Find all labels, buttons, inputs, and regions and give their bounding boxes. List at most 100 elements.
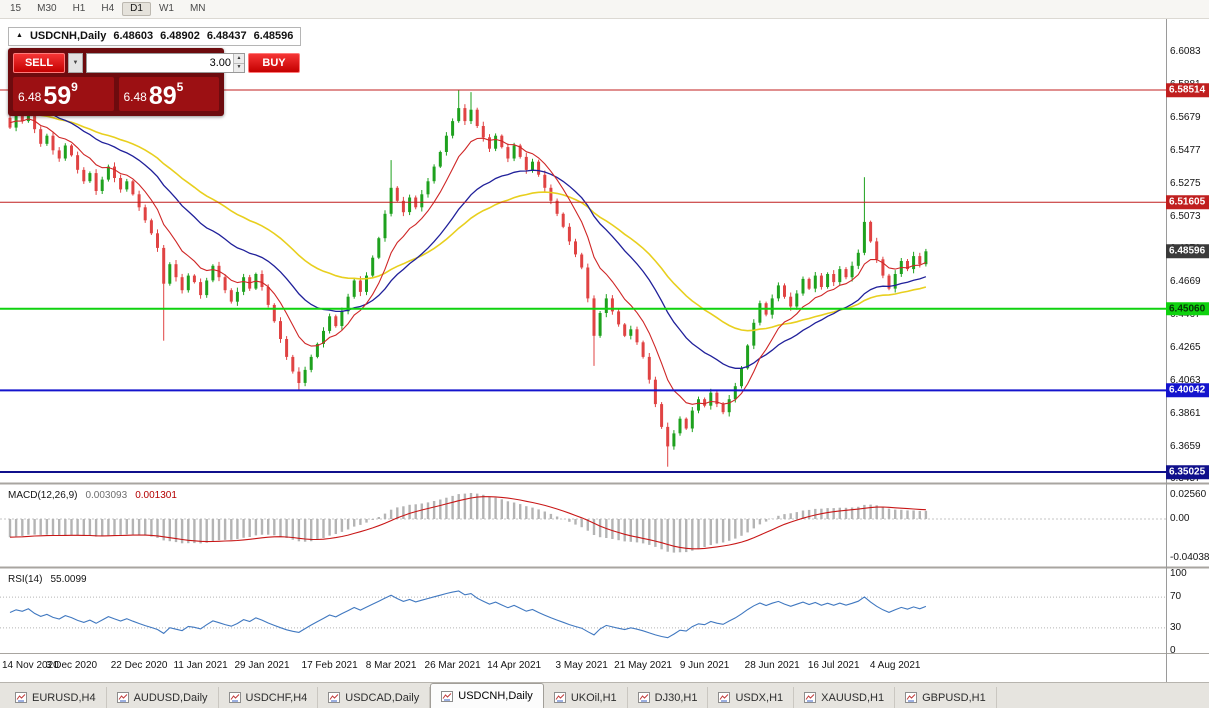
rsi-tick: 0	[1170, 645, 1176, 656]
timeframe-D1[interactable]: D1	[122, 2, 151, 16]
macd-header: MACD(12,26,9) 0.003093 0.001301	[8, 490, 177, 501]
sell-price-prefix: 6.48	[18, 90, 42, 104]
chart-icon	[441, 690, 454, 702]
date-tick: 8 Mar 2021	[365, 660, 417, 671]
price-badge-6.35025: 6.35025	[1166, 465, 1209, 479]
chart-canvas[interactable]	[0, 19, 1209, 682]
tab-label: UKOil,H1	[570, 691, 617, 704]
price-badge-6.40042: 6.40042	[1166, 383, 1209, 398]
sell-price-main: 59	[43, 81, 72, 110]
rsi-name: RSI(14)	[8, 574, 43, 585]
buy-price-prefix: 6.48	[123, 90, 147, 104]
order-options-dropdown[interactable]: ▼	[68, 53, 83, 73]
close-value: 6.48596	[253, 30, 294, 42]
chart-tabs-bar: EURUSD,H4 AUDUSD,Daily USDCHF,H4 USDCAD,Dai…	[0, 682, 1209, 708]
tab-usdcad-daily[interactable]: USDCAD,Daily	[318, 687, 431, 708]
rsi-line	[9, 590, 927, 639]
tab-usdx-h1[interactable]: USDX,H1	[708, 687, 795, 708]
tab-dj30-h1[interactable]: DJ30,H1	[628, 687, 709, 708]
tab-label: XAUUSD,H1	[821, 691, 885, 704]
tab-label: USDCAD,Daily	[345, 691, 420, 704]
price-tick: 6.4063	[1170, 374, 1201, 386]
timeframe-toolbar: 15 M30 H1 H4 D1 W1 MN	[0, 0, 1209, 19]
volume-field: ▲▼	[86, 53, 245, 73]
date-tick: 21 May 2021	[614, 660, 673, 671]
timeframe-MN[interactable]: MN	[189, 3, 206, 14]
volume-input[interactable]	[87, 54, 233, 72]
buy-button[interactable]: BUY	[248, 53, 300, 73]
buy-price-display[interactable]: 6.48 89 5	[118, 77, 219, 111]
date-tick: 22 Dec 2020	[110, 660, 168, 671]
macd-histogram	[8, 493, 928, 553]
chart-icon	[228, 692, 241, 703]
date-tick: 28 Jun 2021	[744, 660, 800, 671]
timeframe-H4[interactable]: H4	[101, 3, 115, 14]
tab-eurusd-h4[interactable]: EURUSD,H4	[5, 687, 107, 708]
price-badge-6.58514: 6.58514	[1166, 83, 1209, 97]
tab-usdcnh-daily[interactable]: USDCNH,Daily	[430, 683, 544, 708]
date-tick: 14 Nov 2020	[2, 660, 59, 671]
timeframe-15[interactable]: 15	[10, 3, 22, 14]
date-axis[interactable]: 14 Nov 2020 3 Dec 2020 22 Dec 2020 11 Jan 2…	[0, 655, 1166, 681]
date-tick: 29 Jan 2021	[234, 660, 290, 671]
chart-icon	[116, 692, 129, 703]
volume-stepper: ▲ ▼	[233, 54, 244, 72]
decrement-icon[interactable]: ▼	[234, 62, 244, 72]
price-tick: 6.4669	[1170, 276, 1201, 288]
tab-usdchf-h4[interactable]: USDCHF,H4	[219, 687, 319, 708]
rsi-tick: 30	[1170, 621, 1182, 633]
tab-label: DJ30,H1	[654, 691, 698, 704]
date-tick: 3 Dec 2020	[45, 660, 98, 671]
timeframe-H1[interactable]: H1	[72, 3, 86, 14]
current-price-badge: 6.48596	[1166, 244, 1209, 259]
increment-icon[interactable]: ▲	[234, 54, 244, 63]
macd-tick: 0.00	[1170, 513, 1190, 524]
price-badge-6.45060: 6.45060	[1166, 302, 1209, 316]
date-tick: 9 Jun 2021	[679, 660, 730, 671]
low-value: 6.48437	[206, 30, 247, 42]
sell-price-display[interactable]: 6.48 59 9	[13, 77, 114, 111]
macd-signal-line	[9, 496, 926, 550]
chart-icon	[637, 692, 650, 703]
collapse-arrow-icon[interactable]: ▲	[16, 32, 23, 40]
price-badge-6.51605: 6.51605	[1166, 195, 1209, 210]
chart-icon	[328, 692, 341, 703]
macd-signal-value: 0.001301	[135, 490, 177, 501]
date-tick: 16 Jul 2021	[807, 660, 860, 671]
chevron-down-icon: ▼	[72, 60, 79, 66]
date-tick: 11 Jan 2021	[173, 660, 228, 671]
tab-label: USDX,H1	[735, 691, 784, 704]
tab-xauusd-h1[interactable]: XAUUSD,H1	[794, 687, 896, 708]
timeframe-M30[interactable]: M30	[37, 3, 57, 14]
chart-ohlc-header: ▲ USDCNH,Daily 6.48603 6.48902 6.48437 6…	[8, 27, 302, 47]
macd-tick: 0.02560	[1170, 488, 1207, 500]
ma-slow-yellow	[10, 112, 927, 332]
chart-icon	[804, 692, 817, 703]
tab-audusd-daily[interactable]: AUDUSD,Daily	[107, 687, 219, 708]
macd-tick: -0.04038	[1170, 551, 1209, 563]
sell-button[interactable]: SELL	[13, 53, 65, 73]
one-click-trading-panel: SELL ▼ ▲▼ BUY 6.48 59 9 6.48 89	[8, 48, 300, 116]
price-tick: 6.5275	[1170, 177, 1201, 189]
price-axis[interactable]: 6.60836.58816.56796.54776.52756.50736.48…	[1166, 19, 1209, 682]
date-tick: 14 Apr 2021	[487, 660, 542, 671]
tab-label: EURUSD,H4	[32, 691, 96, 704]
tab-ukoil-h1[interactable]: UKOil,H1	[544, 687, 628, 708]
ma-mid-blue	[9, 100, 927, 369]
open-value: 6.48603	[113, 30, 154, 42]
tab-label: USDCHF,H4	[245, 691, 308, 704]
price-tick: 6.6083	[1170, 46, 1201, 58]
price-tick: 6.3861	[1170, 407, 1201, 419]
tab-gbpusd-h1[interactable]: GBPUSD,H1	[895, 687, 997, 708]
panel-separators[interactable]	[0, 19, 1209, 682]
tab-label: GBPUSD,H1	[922, 691, 986, 704]
rsi-value: 55.0099	[50, 574, 87, 585]
date-tick: 26 Mar 2021	[424, 660, 481, 671]
price-tick: 6.5679	[1170, 112, 1201, 123]
macd-name: MACD(12,26,9)	[8, 490, 78, 501]
ma-fast-red	[9, 118, 927, 405]
symbol-period-label: USDCNH,Daily	[29, 30, 107, 42]
chart-icon	[718, 692, 731, 703]
timeframe-W1[interactable]: W1	[158, 3, 174, 14]
